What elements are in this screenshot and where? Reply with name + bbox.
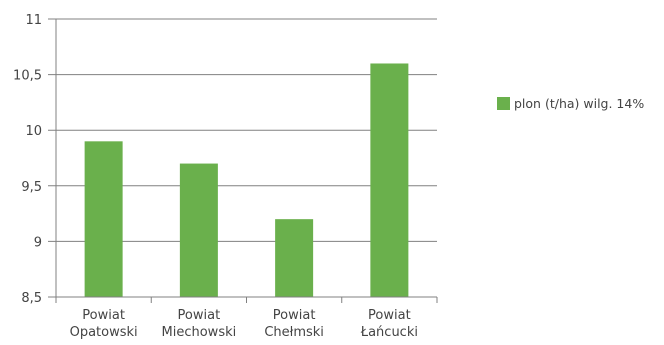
x-category-label: Opatowski — [70, 325, 138, 340]
legend-label: plon (t/ha) wilg. 14% — [514, 96, 645, 111]
y-tick-label: 10 — [25, 124, 42, 139]
x-category-label: Powiat — [368, 308, 411, 323]
bar — [275, 219, 314, 297]
bar — [179, 163, 218, 297]
x-category-label: Łańcucki — [360, 325, 418, 340]
x-category-label: Powiat — [273, 308, 316, 323]
x-category-label: Powiat — [82, 308, 125, 323]
bar — [370, 63, 409, 298]
legend-swatch — [497, 97, 510, 110]
x-category-label: Chełmski — [264, 325, 324, 340]
bar — [84, 141, 123, 297]
axes — [55, 19, 438, 303]
legend: plon (t/ha) wilg. 14% — [497, 96, 644, 111]
y-tick-label: 10,5 — [13, 69, 42, 84]
y-tick-label: 8,5 — [21, 291, 42, 306]
y-tick-label: 9,5 — [21, 180, 42, 195]
y-axis-tick-labels: 8,5 9 9,5 10 10,5 11 — [13, 13, 42, 306]
y-tick-label: 9 — [34, 235, 42, 250]
x-category-label: Miechowski — [162, 325, 237, 340]
x-axis-category-labels: Powiat Opatowski Powiat Miechowski Powiat Che… — [70, 308, 418, 340]
bars — [84, 63, 409, 298]
y-tick-label: 11 — [25, 13, 42, 28]
x-category-label: Powiat — [178, 308, 221, 323]
